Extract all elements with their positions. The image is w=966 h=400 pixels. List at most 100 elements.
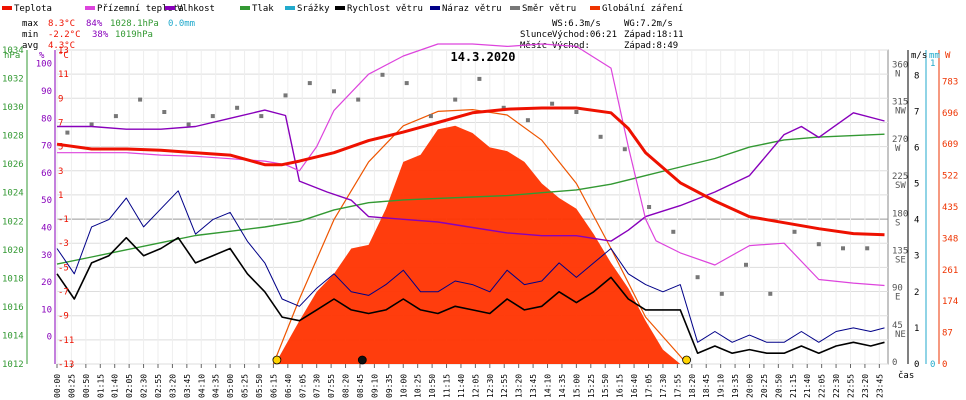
humidity-tick-label: 70 [41,142,52,152]
wind-tick-label: 2 [914,288,919,298]
unit-wind: m/s [911,51,927,61]
legend-item-wind-gust: Náraz větru [430,4,502,14]
x-tick-label: 12:30 [486,374,495,398]
x-tick-label: 01:15 [96,374,105,398]
direction-tick-label: 270 [892,135,908,145]
unit-humidity: % [39,51,45,61]
info-moonset: Západ:8:49 [624,41,678,51]
wind-direction-point [283,93,288,98]
pressure-tick-label: 1028 [2,132,24,142]
temperature-tick-label: 11 [58,70,69,80]
wind-direction-point [259,114,264,119]
wind-direction-point [865,246,870,251]
humidity-tick-label: 60 [41,169,52,179]
stat-avg-temp: 4.3°C [48,41,75,51]
wind-direction-point [501,105,506,110]
wind-direction-point [235,105,240,110]
x-tick-label: 02:55 [154,374,163,398]
wind-tick-label: 7 [914,107,919,117]
wind-tick-label: 0 [914,360,919,370]
wind-direction-point [525,118,530,123]
x-tick-label: 17:55 [673,374,682,398]
radiation-layer [275,125,681,364]
wind-speed-line [56,236,885,355]
stat-min-hum: 38% [92,30,109,40]
pressure-tick-label: 1032 [2,75,24,85]
x-tick-label: 07:05 [298,374,307,398]
wind-direction-point [113,114,118,119]
wind-direction-point [380,72,385,77]
x-tick-label: 00:00 [53,374,62,398]
svg-text:Globální záření: Globální záření [602,4,683,14]
x-tick-label: 23:20 [861,374,870,398]
wind-direction-point [332,89,336,94]
wind-direction-point [768,291,773,296]
x-tick-label: 08:45 [356,374,365,398]
radiation-tick-label: 783 [942,77,958,87]
pressure-tick-label: 1014 [2,331,24,341]
astro-info: WS:6.3m/s WG:7.2m/s Slunce Východ:06:21 … [520,19,684,51]
svg-text:Přízemní teplota: Přízemní teplota [97,4,184,14]
humidity-tick-label: 10 [41,305,52,315]
pressure-tick-label: 1016 [2,303,24,313]
wind-direction-point [598,134,603,139]
x-tick-label: 07:30 [313,374,322,398]
direction-tick-label: 225 [892,172,908,182]
humidity-line [57,109,885,242]
radiation-tick-label: 348 [942,234,958,244]
global-radiation-area [275,125,681,364]
temperature-line [56,106,885,237]
wind-direction-point [574,110,579,114]
wind-direction-point [453,97,458,102]
series-layer [56,43,885,365]
x-tick-label: 10:25 [414,374,423,398]
radiation-tick-label: 522 [942,172,958,182]
rain-tick-label: 0 [930,360,935,370]
x-tick-label: 23:45 [875,374,884,398]
x-tick-label: 18:45 [702,374,711,398]
radiation-tick-label: 0 [942,360,947,370]
x-tick-label: 16:15 [616,374,625,398]
temperature-tick-label: 13 [58,46,69,56]
svg-text:Tlak: Tlak [252,4,274,14]
x-tick-label: 20:50 [774,374,783,398]
x-tick-label: 21:40 [803,374,812,398]
unit-temperature: °C [58,51,69,61]
stat-avg-label: avg [22,41,38,51]
unit-time: čas [898,370,914,381]
x-tick-label: 02:05 [125,374,134,398]
temperature-tick-label: 3 [58,167,63,177]
direction-tick-cardinal: SW [895,181,906,191]
axes: 00:00 00:25 00:50 01:15 01:40 02:05 02:30 02:55… [2,46,958,398]
x-tick-label: 21:15 [789,374,798,398]
wind-direction-point [404,81,409,86]
x-tick-label: 19:35 [731,374,740,398]
info-wg: WG:7.2m/s [624,19,673,29]
x-tick-label: 00:50 [82,374,91,398]
x-tick-label: 17:30 [659,374,668,398]
wind-direction-point [477,76,482,81]
stat-max-hum: 84% [86,19,103,29]
direction-tick-label: 360 [892,61,908,71]
radiation-tick-label: 174 [942,297,958,307]
direction-tick-label: 315 [892,98,908,108]
x-tick-label: 09:35 [385,374,394,398]
svg-text:Náraz větru: Náraz větru [442,4,502,14]
wind-direction-point [671,229,676,234]
direction-tick-cardinal: SE [895,255,906,265]
wind-direction-point [65,130,70,135]
x-tick-label: 08:20 [342,374,351,398]
x-tick-label: 05:50 [255,374,264,398]
radiation-tick-label: 696 [942,109,958,119]
x-tick-label: 15:25 [587,374,596,398]
stat-min-temp: -2.2°C [48,30,81,40]
direction-tick-cardinal: NW [895,107,906,117]
pressure-tick-label: 1018 [2,274,24,284]
x-tick-label: 19:10 [717,374,726,398]
stat-min-label: min [22,30,38,40]
x-tick-label: 11:40 [457,374,466,398]
wind-tick-label: 8 [914,71,919,81]
x-tick-label: 06:15 [269,374,278,398]
pressure-tick-label: 1026 [2,160,24,170]
